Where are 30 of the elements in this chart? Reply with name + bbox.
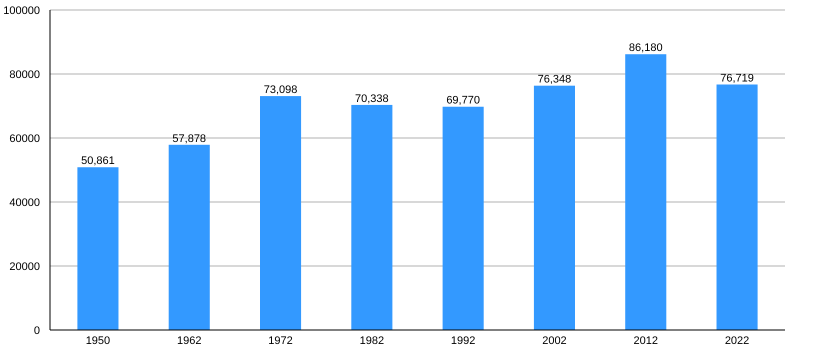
data-label: 76,719 <box>720 72 754 84</box>
bar <box>168 144 210 330</box>
data-label: 69,770 <box>446 94 480 107</box>
y-tick-label: 100000 <box>3 4 40 17</box>
bar <box>351 104 392 330</box>
x-tick-label: 2022 <box>724 335 750 347</box>
bar <box>534 86 575 330</box>
x-tick-label: 1950 <box>86 335 110 347</box>
y-tick-label: 80000 <box>9 68 40 81</box>
bar <box>260 96 302 330</box>
data-label: 57,878 <box>172 132 206 145</box>
x-tick-label: 2002 <box>542 335 567 347</box>
data-label: 50,861 <box>81 155 115 168</box>
x-tick-label: 1982 <box>360 335 384 347</box>
bar <box>442 106 484 330</box>
data-label: 73,098 <box>264 84 298 96</box>
bar <box>625 54 666 330</box>
y-tick-label: 0 <box>34 324 40 337</box>
y-tick-label: 60000 <box>9 132 40 145</box>
data-label: 86,180 <box>628 42 663 54</box>
y-tick-label: 20000 <box>9 260 40 273</box>
bar <box>716 84 758 330</box>
bar <box>77 167 118 330</box>
y-tick-label: 40000 <box>9 196 40 209</box>
data-label: 76,348 <box>538 74 572 86</box>
x-tick-label: 1972 <box>268 335 293 347</box>
data-label: 70,338 <box>355 92 389 105</box>
x-tick-label: 2012 <box>634 335 658 347</box>
x-tick-label: 1992 <box>450 335 476 347</box>
x-tick-label: 1962 <box>176 335 202 347</box>
